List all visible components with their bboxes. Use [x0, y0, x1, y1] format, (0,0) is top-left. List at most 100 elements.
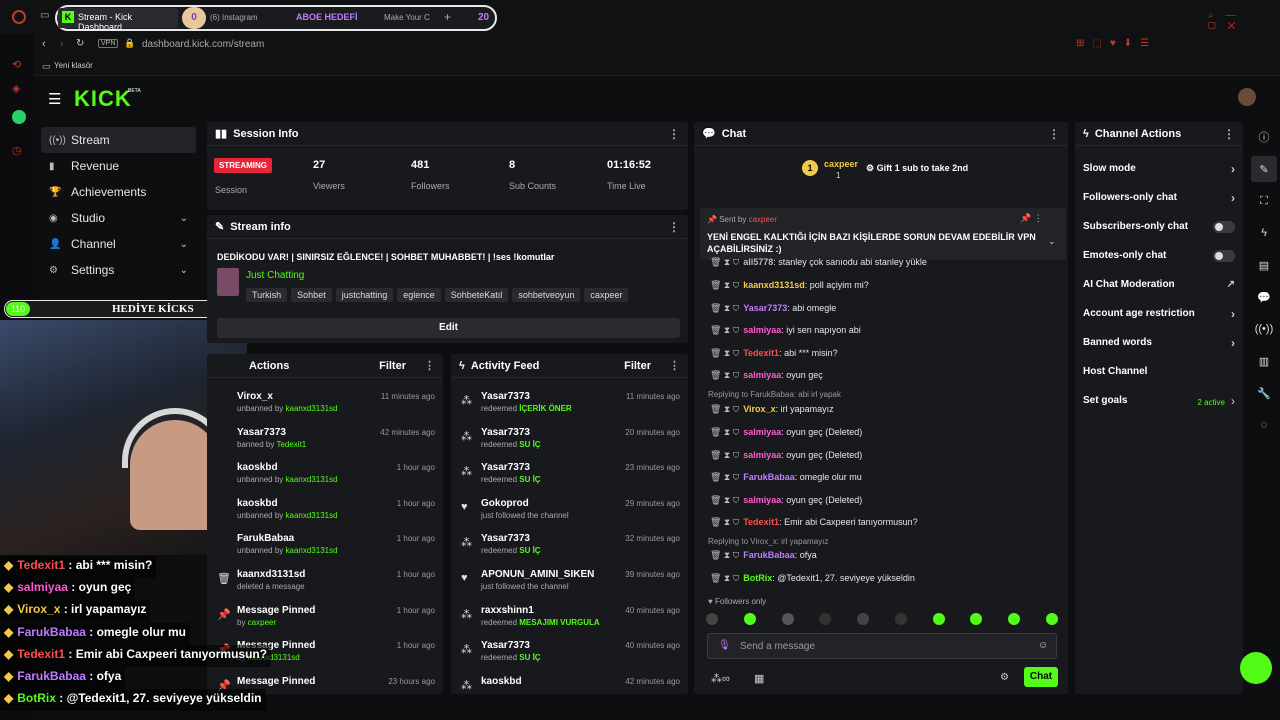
activity-row[interactable]: ♥ Gokoprod just followed the channel 29 min… [451, 493, 688, 529]
nav-item-channel[interactable]: 👤 Channel ⌄ [41, 231, 196, 257]
chat-username[interactable]: salmiyaa [743, 427, 782, 437]
chat-username[interactable]: Tedexit1 [743, 348, 780, 358]
chat-tools-icon[interactable]: ⁂∞ [711, 673, 730, 685]
pinned-message[interactable] [700, 208, 1066, 260]
category-link[interactable]: Just Chatting [246, 270, 305, 281]
chat-username[interactable]: FarukBabaa [743, 472, 795, 482]
activity-row[interactable]: ♥ APONUN_AMINI_SIKEN just followed the cha… [451, 564, 688, 600]
mod-tools-icon[interactable]: 🗑 ⧗ ⛉ [710, 472, 740, 482]
channel-action-host-channel[interactable]: Host Channel [1075, 357, 1243, 386]
fullscreen-icon[interactable]: ⛶ [1260, 194, 1268, 207]
opera-logo-icon[interactable] [12, 10, 26, 24]
emote-icon[interactable] [857, 613, 870, 625]
chat-message[interactable]: 🗑 ⧗ ⛉ salmiyaa: oyun geç (Deleted) [710, 427, 1070, 445]
window-controls[interactable]: ⌕—▢✕ [1208, 10, 1248, 32]
mod-tools-icon[interactable]: 🗑 ⧗ ⛉ [710, 325, 740, 335]
channel-action-account-age-restriction[interactable]: Account age restriction › [1075, 299, 1243, 328]
mod-tools-icon[interactable]: 🗑 ⧗ ⛉ [710, 495, 740, 505]
mod-action-row[interactable]: kaoskbd unbanned by kaanxd3131sd 1 hour ag… [207, 493, 443, 529]
chat-username[interactable]: kaanxd3131sd [743, 280, 805, 290]
nav-item-stream[interactable]: ((•)) Stream [41, 127, 196, 153]
channel-action-emotes-only-chat[interactable]: Emotes-only chat [1075, 241, 1243, 270]
emote-icon[interactable] [819, 613, 832, 625]
activity-row[interactable]: ⁂ Yasar7373 redeemed SU İÇ 23 minutes ago [451, 457, 688, 493]
mod-action-by[interactable]: kaanxd3131sd [247, 653, 300, 663]
chat-message[interactable]: 🗑 ⧗ ⛉ Tedexit1: abi *** misin? [710, 348, 1070, 366]
pinned-expand-icon[interactable]: ⌄ [1048, 236, 1056, 246]
edit-button[interactable]: Edit [217, 318, 680, 338]
channel-action-subscribers-only-chat[interactable]: Subscribers-only chat [1075, 212, 1243, 241]
activity-row[interactable]: ⁂ Yasar7373 redeemed SU İÇ 20 minutes ago [451, 422, 688, 458]
activity-row[interactable]: ⁂ kaoskbd 42 minutes ago [451, 671, 688, 707]
chat-settings-icon[interactable]: ⚙ [1000, 672, 1009, 683]
bookmark-folder[interactable]: Yeni klasör [54, 61, 93, 70]
channel-action-slow-mode[interactable]: Slow mode › [1075, 154, 1243, 183]
clipboard-icon[interactable]: ▤ [1258, 259, 1270, 272]
stream-tag[interactable]: justchatting [335, 288, 394, 302]
activity-row[interactable]: ⁂ Yasar7373 redeemed SU İÇ 40 minutes ago [451, 635, 688, 671]
unpin-icon[interactable]: 📌 ⋮ [1020, 213, 1043, 223]
mod-action-row[interactable]: 🗑 kaanxd3131sd deleted a message 1 hour ago [207, 564, 443, 600]
browser-toolbar-icons[interactable]: ⊞⬚♥⬇☰ [1076, 38, 1158, 49]
mod-tools-icon[interactable]: 🗑 ⧗ ⛉ [710, 517, 740, 527]
emote-icon[interactable] [894, 613, 907, 625]
toggle-switch[interactable] [1213, 220, 1235, 233]
activity-filter[interactable]: Filter [624, 359, 651, 372]
info-icon[interactable]: ⓘ [1258, 132, 1270, 144]
mic-icon[interactable]: 🎙 [718, 640, 731, 651]
chat-username[interactable]: salmiyaa [743, 450, 782, 460]
mod-action-row[interactable]: FarukBabaa unbanned by kaanxd3131sd 1 hour… [207, 528, 443, 564]
kick-logo[interactable]: KICK [74, 86, 132, 111]
chat-username[interactable]: BotRix [743, 573, 773, 583]
channel-actions-menu-icon[interactable]: ⋮ [1223, 126, 1235, 141]
reload-icon[interactable]: ↻ [76, 38, 85, 49]
mod-action-by[interactable]: kaanxd3131sd [285, 510, 338, 520]
sidebar-messenger-icon[interactable]: ◈ [12, 83, 21, 95]
url-field[interactable]: dashboard.kick.com/stream [142, 39, 265, 50]
channel-action-banned-words[interactable]: Banned words › [1075, 328, 1243, 357]
bolt-tool-icon[interactable]: ϟ [1261, 227, 1267, 239]
vpn-badge[interactable]: VPN [98, 39, 119, 48]
emote-icon[interactable] [932, 613, 945, 625]
stream-tag[interactable]: SohbeteKatıl [444, 288, 509, 302]
mod-tools-icon[interactable]: 🗑 ⧗ ⛉ [710, 257, 740, 267]
wrench-icon[interactable]: 🔧 [1257, 387, 1271, 400]
chat-message[interactable]: 🗑 ⧗ ⛉ FarukBabaa: omegle olur mu [710, 472, 1070, 490]
channel-action-ai-chat-moderation[interactable]: AI Chat Moderation ↗ [1075, 270, 1243, 299]
mod-actions-menu-icon[interactable]: ⋮ [424, 360, 435, 372]
mod-actions-filter[interactable]: Filter [379, 359, 406, 372]
nav-item-achievements[interactable]: 🏆 Achievements [41, 179, 196, 205]
chat-message[interactable]: 🗑 ⧗ ⛉ FarukBabaa: ofya [710, 550, 1070, 568]
mod-tools-icon[interactable]: 🗑 ⧗ ⛉ [710, 370, 740, 380]
gift-sub-button[interactable]: ⚙ Gift 1 sub to take 2nd [866, 163, 969, 173]
top-gifter-name[interactable]: caxpeer [824, 159, 859, 169]
chat-menu-icon[interactable]: ⋮ [1048, 126, 1060, 141]
mod-action-row[interactable]: Yasar7373 banned by Tedexit1 42 minutes ag… [207, 422, 443, 458]
channel-action-set-goals[interactable]: Set goals 2 active › [1075, 386, 1243, 415]
mod-action-by[interactable]: Tedexit1 [276, 439, 307, 449]
broadcast-icon[interactable]: ((•)) [1254, 323, 1274, 335]
tab-goal-title[interactable]: ABOE HEDEFİ [296, 12, 358, 22]
stream-tag[interactable]: eglence [397, 288, 441, 302]
chat-message[interactable]: 🗑 ⧗ ⛉ Virox_x: irl yapamayız [710, 404, 1070, 422]
mod-action-by[interactable]: kaanxd3131sd [285, 546, 338, 556]
chat-username[interactable]: FarukBabaa [743, 550, 795, 560]
chat-username[interactable]: salmiyaa [743, 495, 782, 505]
chat-username[interactable]: salmiyaa [743, 370, 782, 380]
chat-username[interactable]: Yasar7373 [743, 303, 788, 313]
menu-icon[interactable]: ☰ [48, 91, 62, 108]
forward-icon[interactable]: › [60, 38, 64, 50]
stream-tag[interactable]: Turkish [246, 288, 288, 302]
chat-message[interactable]: 🗑 ⧗ ⛉ Yasar7373: abi omegle [710, 303, 1070, 321]
sidebar-whatsapp-icon[interactable] [12, 110, 26, 124]
chat-message[interactable]: 🗑 ⧗ ⛉ salmiyaa: oyun geç [710, 370, 1070, 388]
mod-tools-icon[interactable]: 🗑 ⧗ ⛉ [710, 404, 740, 414]
stream-tag[interactable]: sohbetveoyun [512, 288, 581, 302]
stream-tag[interactable]: Sohbet [291, 288, 332, 302]
sidebar-history-icon[interactable]: ◷ [12, 145, 22, 157]
mod-action-row[interactable]: kaoskbd unbanned by kaanxd3131sd 1 hour ag… [207, 457, 443, 493]
tab-switch-icon[interactable]: ▭ [40, 10, 50, 21]
sidebar-aria-icon[interactable]: ⟲ [12, 59, 22, 71]
chat-message[interactable]: 🗑 ⧗ ⛉ kaanxd3131sd: poll açiyim mi? [710, 280, 1070, 298]
nav-item-revenue[interactable]: ▮ Revenue [41, 153, 196, 179]
